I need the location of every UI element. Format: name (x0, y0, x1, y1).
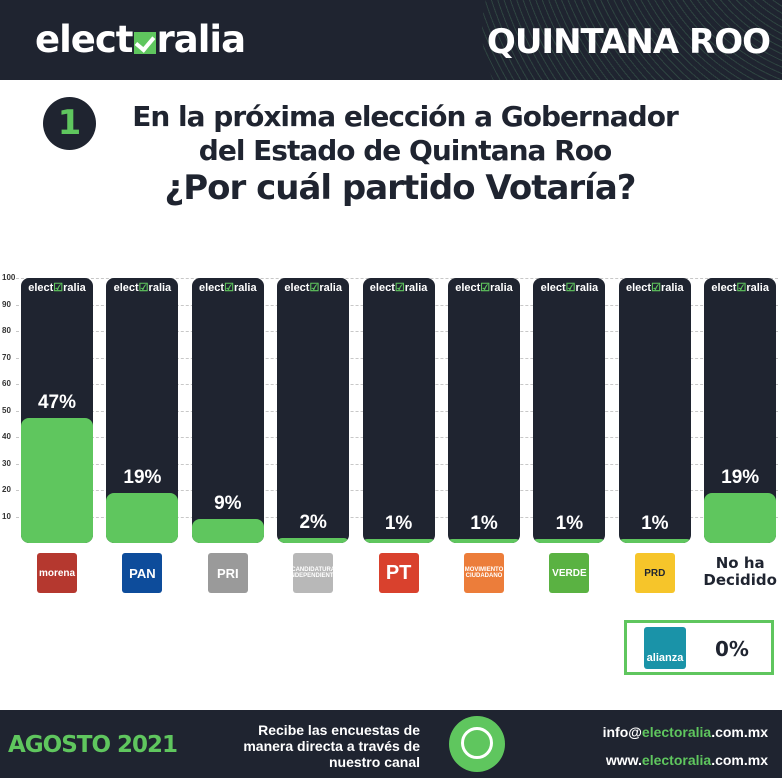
question-subtitle: ¿Por cuál partido Votaría? (164, 168, 637, 208)
bar-value-label: 47% (37, 392, 77, 414)
bar-pan: elect☑ralia 19% (106, 278, 179, 543)
bar-value-label: 19% (721, 466, 760, 488)
bar-fill (704, 492, 777, 543)
y-tick-label: 10 (2, 511, 11, 521)
bar-fill (106, 492, 179, 543)
survey-date: AGOSTO 2021 (8, 732, 178, 758)
bar-fill (191, 519, 264, 543)
bar-value-label: 19% (123, 466, 162, 488)
state-title: QUINTANA ROO (486, 22, 771, 62)
bar-watermark: elect☑ralia (199, 282, 257, 294)
mc-logo: MOVIMIENTO CIUDADANO (464, 553, 504, 593)
pri-logo: PRI (207, 553, 248, 593)
bar-value-label: 2% (299, 511, 327, 533)
bar-value-label: 1% (384, 513, 413, 534)
bar-watermark: elect☑ralia (455, 282, 513, 294)
bar-watermark: elect☑ralia (113, 282, 172, 294)
header: elect ralia QUINTANA ROO (0, 0, 782, 80)
y-tick-label: 60 (2, 379, 11, 388)
label-no-decidido: No ha Decidido (703, 554, 777, 589)
footer: AGOSTO 2021 Recibe las encuestas de mane… (0, 710, 782, 778)
brand-prefix: elect (35, 18, 133, 61)
question-number: 1 (43, 97, 96, 150)
bar-watermark: elect☑ralia (626, 282, 684, 294)
y-tick-label: 20 (2, 485, 11, 494)
website-link[interactable]: www.electoralia.com.mx (605, 752, 768, 768)
bar-watermark: elect☑ralia (369, 282, 428, 294)
bar-watermark: elect☑ralia (284, 282, 342, 294)
bar-fill (618, 539, 691, 543)
bar-pri: elect☑ralia 9% (191, 278, 264, 543)
alianza-logo: alianza (644, 627, 686, 669)
header-decoration (482, 0, 782, 80)
prd-logo: PRD (634, 553, 675, 593)
bar-fill (362, 539, 435, 543)
question-text: En la próxima elección a Gobernador del … (132, 100, 679, 167)
bar-mc: elect☑ralia 1% (448, 278, 520, 543)
subscribe-text: Recibe las encuestas de manera directa a… (243, 722, 420, 770)
bar-fill (277, 537, 350, 543)
alianza-box: alianza 0% (624, 620, 774, 675)
y-tick-label: 90 (2, 299, 11, 309)
y-tick-label: 30 (2, 458, 11, 468)
bar-value-label: 1% (641, 513, 669, 534)
email-link[interactable]: info@electoralia.com.mx (602, 724, 768, 740)
bar-watermark: elect☑ralia (540, 282, 599, 294)
bar-chart: 100 90 80 70 60 50 40 30 20 10 elect☑ralia 47% elect… (0, 270, 782, 550)
bar-verde: elect☑ralia 1% (533, 278, 606, 543)
bar-value-label: 1% (470, 513, 498, 534)
checkbox-icon (133, 31, 156, 54)
bar-watermark: elect☑ralia (711, 282, 769, 294)
bar-fill (21, 418, 93, 543)
brand-suffix: ralia (156, 18, 247, 61)
party-logos: morena PAN PRI CANDIDATURA INDEPENDIENTE PT M… (0, 553, 782, 598)
y-tick-label: 80 (2, 326, 11, 335)
bar-fill (448, 539, 520, 543)
independiente-logo: CANDIDATURA INDEPENDIENTE (289, 553, 338, 593)
bar-value-label: 1% (555, 513, 584, 534)
bar-morena: elect☑ralia 47% (21, 278, 93, 543)
pan-logo: PAN (122, 553, 163, 593)
morena-logo: morena (37, 553, 77, 593)
y-tick-label: 40 (2, 432, 11, 441)
bar-prd: elect☑ralia 1% (618, 278, 691, 543)
pt-logo: PT (378, 553, 419, 593)
bar-watermark: elect☑ralia (28, 282, 86, 294)
bar-value-label: 9% (214, 493, 242, 515)
bar-pt: elect☑ralia 1% (362, 278, 435, 543)
bar-independiente: elect☑ralia 2% (277, 278, 350, 543)
bar-no-decidido: elect☑ralia 19% (704, 278, 777, 543)
y-tick-label: 100 (2, 273, 16, 282)
verde-logo: VERDE (549, 553, 590, 593)
bar-fill (533, 539, 606, 543)
whatsapp-icon[interactable] (449, 716, 505, 772)
y-tick-label: 50 (2, 405, 11, 415)
alianza-value: 0% (715, 637, 749, 661)
y-tick-label: 70 (2, 352, 11, 362)
brand-logo: elect ralia (35, 18, 247, 61)
